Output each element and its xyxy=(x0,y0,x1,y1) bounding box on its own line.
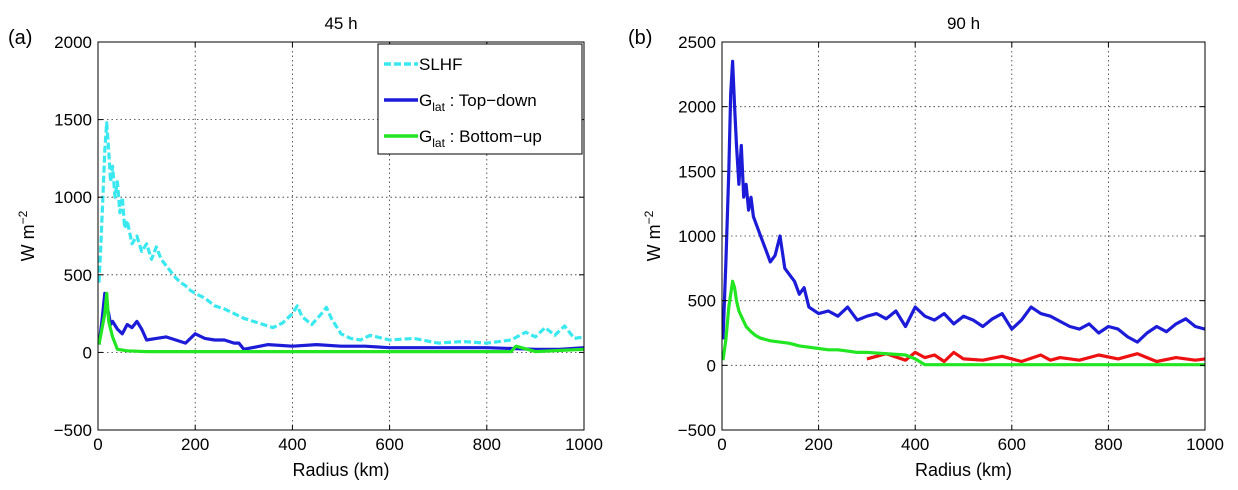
chart-panel-b: 0 200 400 600 800 1000−5000500100015002000250… xyxy=(628,14,1224,480)
legend-label: SLHF xyxy=(419,55,462,74)
series-group xyxy=(722,59,1205,367)
series-line-bottom-up xyxy=(722,279,1205,367)
panel-label: (a) xyxy=(8,27,32,49)
series-line-red xyxy=(866,350,1205,364)
y-tick-label: 2000 xyxy=(54,33,92,52)
x-axis-label: Radius (km) xyxy=(292,460,389,480)
chart-title: 90 h xyxy=(947,14,980,33)
series-group xyxy=(98,121,584,354)
x-tick-label: 1000 xyxy=(565,435,603,454)
y-tick-label: −500 xyxy=(54,421,92,440)
y-tick-label: 0 xyxy=(707,356,716,375)
x-tick-label: 800 xyxy=(473,435,501,454)
chart-panel-a: 0 200 400 600 800 1000−500050010001500200045 … xyxy=(8,14,603,480)
legend-label: Glat : Top−down xyxy=(419,91,537,114)
chart-title: 45 h xyxy=(324,14,357,33)
y-tick-label: −500 xyxy=(678,421,716,440)
x-tick-label: 400 xyxy=(278,435,306,454)
x-axis-label: Radius (km) xyxy=(915,460,1012,480)
y-tick-label: 1000 xyxy=(678,227,716,246)
panel-label: (b) xyxy=(628,27,652,49)
y-axis-label: W m−2 xyxy=(16,210,38,261)
y-tick-label: 1000 xyxy=(54,188,92,207)
x-tick-label: 0 xyxy=(717,435,726,454)
y-tick-label: 2000 xyxy=(678,98,716,117)
x-tick-label: 1000 xyxy=(1186,435,1224,454)
legend: SLHF Glat : Top−down Glat : Bottom−up xyxy=(377,43,583,155)
series-line-slhf xyxy=(98,121,584,345)
x-tick-label: 600 xyxy=(998,435,1026,454)
y-tick-label: 500 xyxy=(64,266,92,285)
series-line-bottom-up xyxy=(98,291,584,354)
y-tick-label: 1500 xyxy=(54,111,92,130)
y-tick-label: 1500 xyxy=(678,162,716,181)
y-axis-label: W m−2 xyxy=(642,210,664,261)
x-tick-label: 400 xyxy=(901,435,929,454)
legend-label: Glat : Bottom−up xyxy=(419,127,542,150)
y-tick-label: 2500 xyxy=(678,33,716,52)
x-tick-label: 200 xyxy=(804,435,832,454)
axes-frame xyxy=(97,41,585,431)
series-line-top-down xyxy=(722,59,1205,344)
x-tick-label: 0 xyxy=(93,435,102,454)
y-tick-label: 500 xyxy=(688,292,716,311)
x-tick-label: 600 xyxy=(375,435,403,454)
series-line-top-down xyxy=(98,291,584,351)
x-tick-label: 200 xyxy=(181,435,209,454)
x-tick-label: 800 xyxy=(1094,435,1122,454)
y-tick-label: 0 xyxy=(83,343,92,362)
